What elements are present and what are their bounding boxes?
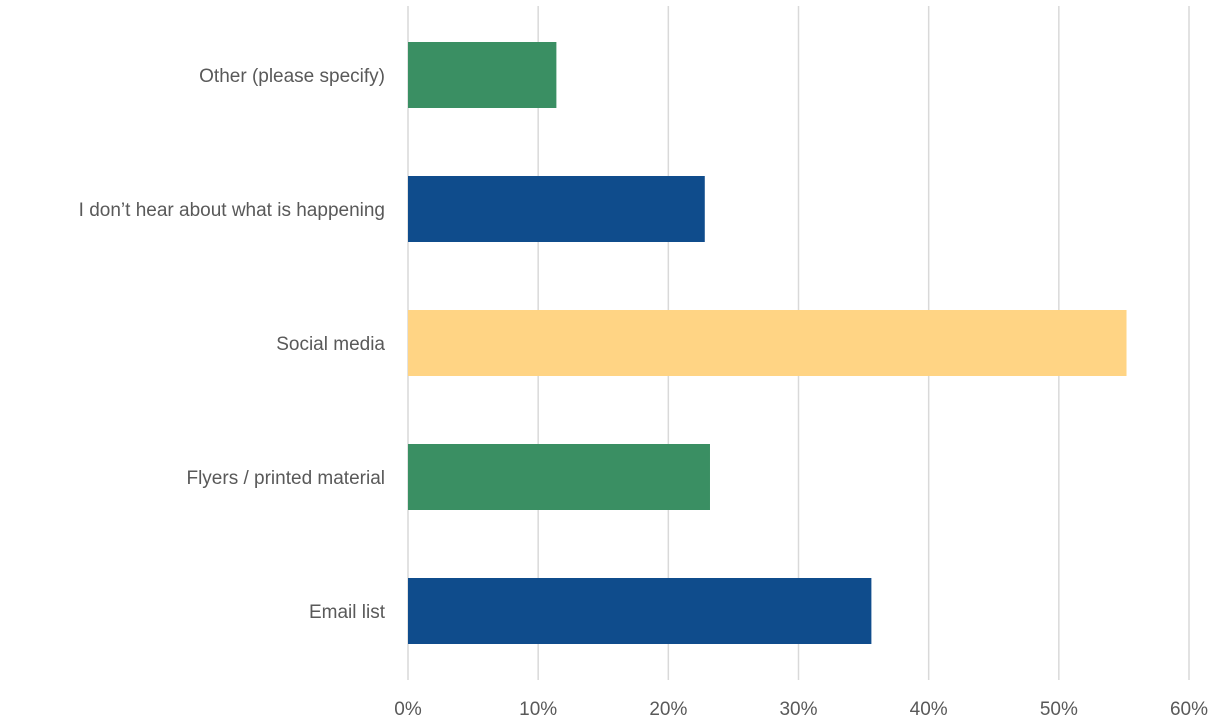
x-tick-label: 0%	[394, 699, 422, 720]
x-tick-label: 10%	[519, 699, 557, 720]
category-label: I don’t hear about what is happening	[79, 200, 385, 221]
category-label: Flyers / printed material	[186, 468, 385, 489]
x-tick-label: 40%	[910, 699, 948, 720]
category-label: Other (please specify)	[199, 66, 385, 87]
x-axis-tick-labels: 0% 10% 20% 30% 40% 50% 60%	[394, 699, 1208, 720]
x-tick-label: 30%	[779, 699, 817, 720]
bar	[408, 42, 557, 108]
bars	[408, 42, 1127, 644]
x-tick-label: 20%	[649, 699, 687, 720]
category-labels: Other (please specify) I don’t hear about…	[79, 66, 386, 623]
x-tick-label: 60%	[1170, 699, 1208, 720]
bar	[408, 176, 705, 242]
category-label: Social media	[276, 334, 385, 355]
bar	[408, 578, 872, 644]
bar	[408, 444, 710, 510]
bar	[408, 310, 1127, 376]
x-tick-label: 50%	[1040, 699, 1078, 720]
category-label: Email list	[309, 602, 386, 623]
